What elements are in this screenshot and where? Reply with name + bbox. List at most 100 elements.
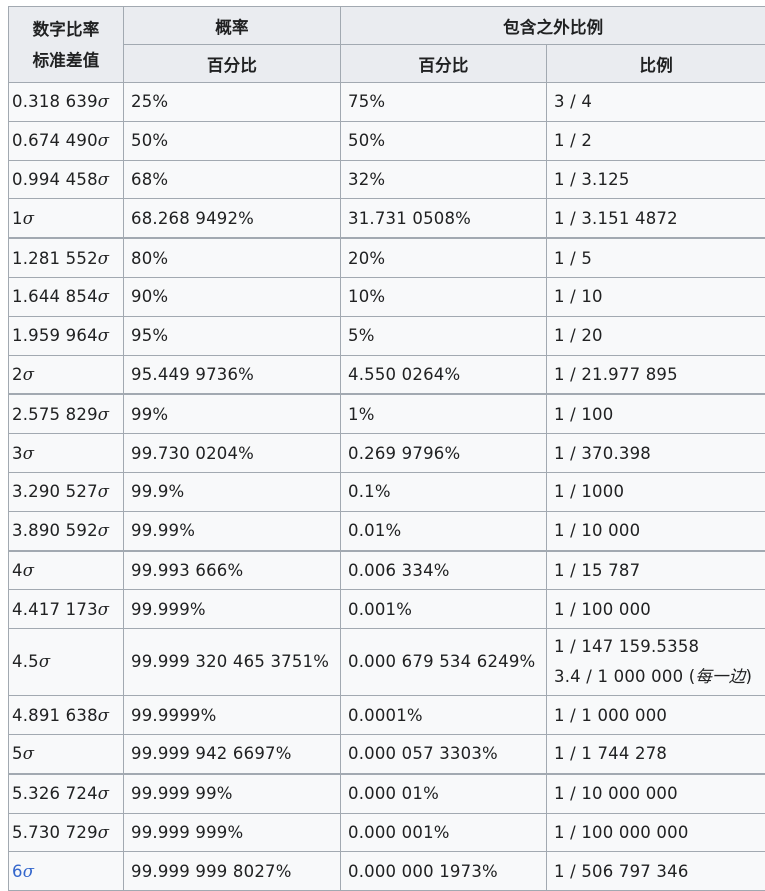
- header-ratio: 比例: [547, 45, 765, 83]
- sigma-value: 4.891 638: [12, 706, 98, 725]
- cell-probability-percent: 50%: [124, 121, 341, 160]
- cell-sigma: 5.730 729σ: [9, 813, 124, 852]
- cell-probability-percent: 90%: [124, 277, 341, 316]
- sigma-value: 1.281 552: [12, 249, 98, 268]
- sigma-value: 1: [12, 209, 23, 228]
- cell-outside-ratio: 1 / 10 000: [547, 511, 765, 550]
- cell-outside-ratio: 1 / 100 000 000: [547, 813, 765, 852]
- cell-outside-percent: 0.000 679 534 6249%: [341, 629, 547, 696]
- cell-probability-percent: 99.999 942 6697%: [124, 734, 341, 773]
- cell-probability-percent: 99.999 99%: [124, 774, 341, 813]
- ratio-value: 1 / 506 797 346: [554, 862, 689, 881]
- cell-outside-ratio: 1 / 5: [547, 238, 765, 277]
- cell-probability-percent: 99.999 999 8027%: [124, 852, 341, 891]
- ratio-value: 1 / 147 159.5358: [554, 637, 699, 656]
- sigma-symbol: σ: [98, 482, 109, 501]
- cell-sigma: 1σ: [9, 199, 124, 238]
- ratio-value: 1 / 1000: [554, 482, 624, 501]
- cell-outside-ratio: 1 / 10 000 000: [547, 774, 765, 813]
- ratio-value: 1 / 1 744 278: [554, 744, 667, 763]
- ratio-value: 3 / 4: [554, 92, 592, 111]
- cell-outside-ratio: 1 / 20: [547, 316, 765, 355]
- sigma-symbol: σ: [98, 706, 109, 725]
- cell-sigma: 2.575 829σ: [9, 394, 124, 433]
- cell-sigma: 3.290 527σ: [9, 472, 124, 511]
- cell-outside-ratio: 1 / 100 000: [547, 590, 765, 629]
- sigma-value: 0.994 458: [12, 170, 98, 189]
- cell-outside-ratio: 1 / 2: [547, 121, 765, 160]
- cell-sigma: 3σ: [9, 434, 124, 473]
- sigma-symbol: σ: [98, 784, 109, 803]
- cell-sigma: 4.5σ: [9, 629, 124, 696]
- sigma-symbol: σ: [23, 365, 34, 384]
- cell-probability-percent: 99.993 666%: [124, 551, 341, 590]
- cell-outside-ratio: 3 / 4: [547, 83, 765, 122]
- cell-probability-percent: 25%: [124, 83, 341, 122]
- cell-outside-ratio: 1 / 506 797 346: [547, 852, 765, 891]
- ratio-value: 1 / 5: [554, 249, 592, 268]
- cell-outside-percent: 0.001%: [341, 590, 547, 629]
- ratio-value-secondary: 3.4 / 1 000 000 (: [554, 667, 695, 686]
- cell-probability-percent: 99.730 0204%: [124, 434, 341, 473]
- cell-probability-percent: 99.9%: [124, 472, 341, 511]
- cell-sigma: 0.318 639σ: [9, 83, 124, 122]
- cell-probability-percent: 68%: [124, 160, 341, 199]
- sigma-value: 5.730 729: [12, 823, 98, 842]
- sigma-symbol: σ: [98, 287, 109, 306]
- cell-outside-percent: 50%: [341, 121, 547, 160]
- ratio-value: 1 / 2: [554, 131, 592, 150]
- sigma-symbol: σ: [98, 170, 109, 189]
- cell-outside-percent: 31.731 0508%: [341, 199, 547, 238]
- header-sigma-line1: 数字比率: [33, 20, 100, 39]
- cell-outside-percent: 0.000 000 1973%: [341, 852, 547, 891]
- cell-probability-percent: 99.9999%: [124, 696, 341, 735]
- cell-sigma: 1.281 552σ: [9, 238, 124, 277]
- sigma-link[interactable]: 6σ: [12, 862, 34, 881]
- cell-outside-percent: 0.000 057 3303%: [341, 734, 547, 773]
- cell-outside-percent: 0.0001%: [341, 696, 547, 735]
- cell-sigma: 5σ: [9, 734, 124, 773]
- ratio-value: 1 / 3.151 4872: [554, 209, 678, 228]
- cell-outside-percent: 0.1%: [341, 472, 547, 511]
- cell-outside-ratio: 1 / 3.151 4872: [547, 199, 765, 238]
- cell-sigma[interactable]: 6σ: [9, 852, 124, 891]
- cell-outside-percent: 75%: [341, 83, 547, 122]
- sigma-symbol: σ: [23, 209, 34, 228]
- cell-probability-percent: 80%: [124, 238, 341, 277]
- sigma-value: 2: [12, 365, 23, 384]
- cell-outside-percent: 0.006 334%: [341, 551, 547, 590]
- sigma-symbol: σ: [39, 652, 50, 671]
- ratio-value: 1 / 20: [554, 326, 603, 345]
- ratio-note-close: ): [745, 667, 752, 686]
- sigma-symbol: σ: [23, 744, 34, 763]
- sigma-symbol: σ: [98, 600, 109, 619]
- sigma-value: 3.290 527: [12, 482, 98, 501]
- sigma-symbol: σ: [98, 92, 109, 111]
- ratio-value: 1 / 370.398: [554, 444, 651, 463]
- ratio-value: 1 / 21.977 895: [554, 365, 678, 384]
- cell-sigma: 0.674 490σ: [9, 121, 124, 160]
- cell-outside-percent: 0.000 001%: [341, 813, 547, 852]
- sigma-symbol: σ: [98, 131, 109, 150]
- header-sigma-line2: 标准差值: [33, 51, 100, 70]
- sigma-value: 3: [12, 444, 23, 463]
- sigma-symbol: σ: [23, 444, 34, 463]
- ratio-value: 1 / 100 000: [554, 600, 651, 619]
- cell-outside-ratio: 1 / 100: [547, 394, 765, 433]
- cell-outside-ratio: 1 / 15 787: [547, 551, 765, 590]
- cell-sigma: 2σ: [9, 355, 124, 394]
- cell-probability-percent: 95%: [124, 316, 341, 355]
